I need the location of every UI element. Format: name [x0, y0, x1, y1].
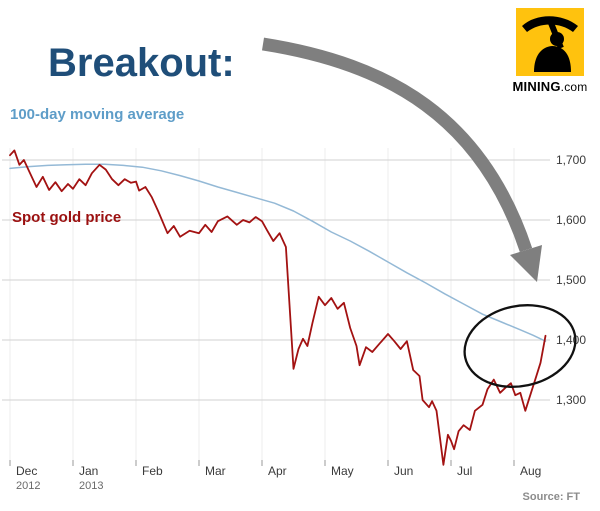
- x-axis-label: Mar: [205, 464, 226, 478]
- y-axis-label: 1,700: [556, 153, 586, 167]
- y-axis-label: 1,400: [556, 333, 586, 347]
- breakout-arrowhead: [510, 245, 542, 282]
- x-axis-label: Jun: [394, 464, 413, 478]
- logo-text-main: MINING: [512, 79, 561, 94]
- x-axis-label: Jul: [457, 464, 472, 478]
- axis-layer: Dec 2012 Jan 2013 Feb Mar Apr May Jun Jul Aug 1,700…: [9, 153, 586, 492]
- grid-layer: [2, 148, 550, 460]
- spot-series-label: Spot gold price: [12, 209, 122, 226]
- x-axis-label: Jan: [79, 464, 98, 478]
- breakout-circle: [463, 304, 577, 388]
- x-axis-year-label: 2013: [79, 480, 103, 492]
- series-layer: [9, 149, 547, 466]
- x-axis-label: May: [331, 464, 354, 478]
- x-axis-label: Aug: [520, 464, 541, 478]
- logo-text-suffix: .com: [560, 80, 588, 94]
- y-axis-label: 1,600: [556, 213, 586, 227]
- series-moving-average: [9, 163, 547, 342]
- logo-text: MINING.com: [510, 79, 590, 94]
- page-title: Breakout:: [48, 40, 235, 85]
- x-axis-label: Dec: [16, 464, 37, 478]
- series-spot-gold: [9, 149, 547, 466]
- ma-series-label: 100-day moving average: [10, 106, 185, 123]
- x-axis-label: Feb: [142, 464, 163, 478]
- x-axis-label: Apr: [268, 464, 287, 478]
- breakout-arrow: [261, 37, 533, 253]
- y-axis-label: 1,300: [556, 393, 586, 407]
- x-axis-year-label: 2012: [16, 480, 40, 492]
- mining-logo: MINING.com: [510, 8, 590, 94]
- source-credit: Source: FT: [522, 491, 580, 503]
- logo-square: [516, 8, 584, 76]
- miner-pickaxe-icon: [522, 16, 578, 72]
- y-axis-label: 1,500: [556, 273, 586, 287]
